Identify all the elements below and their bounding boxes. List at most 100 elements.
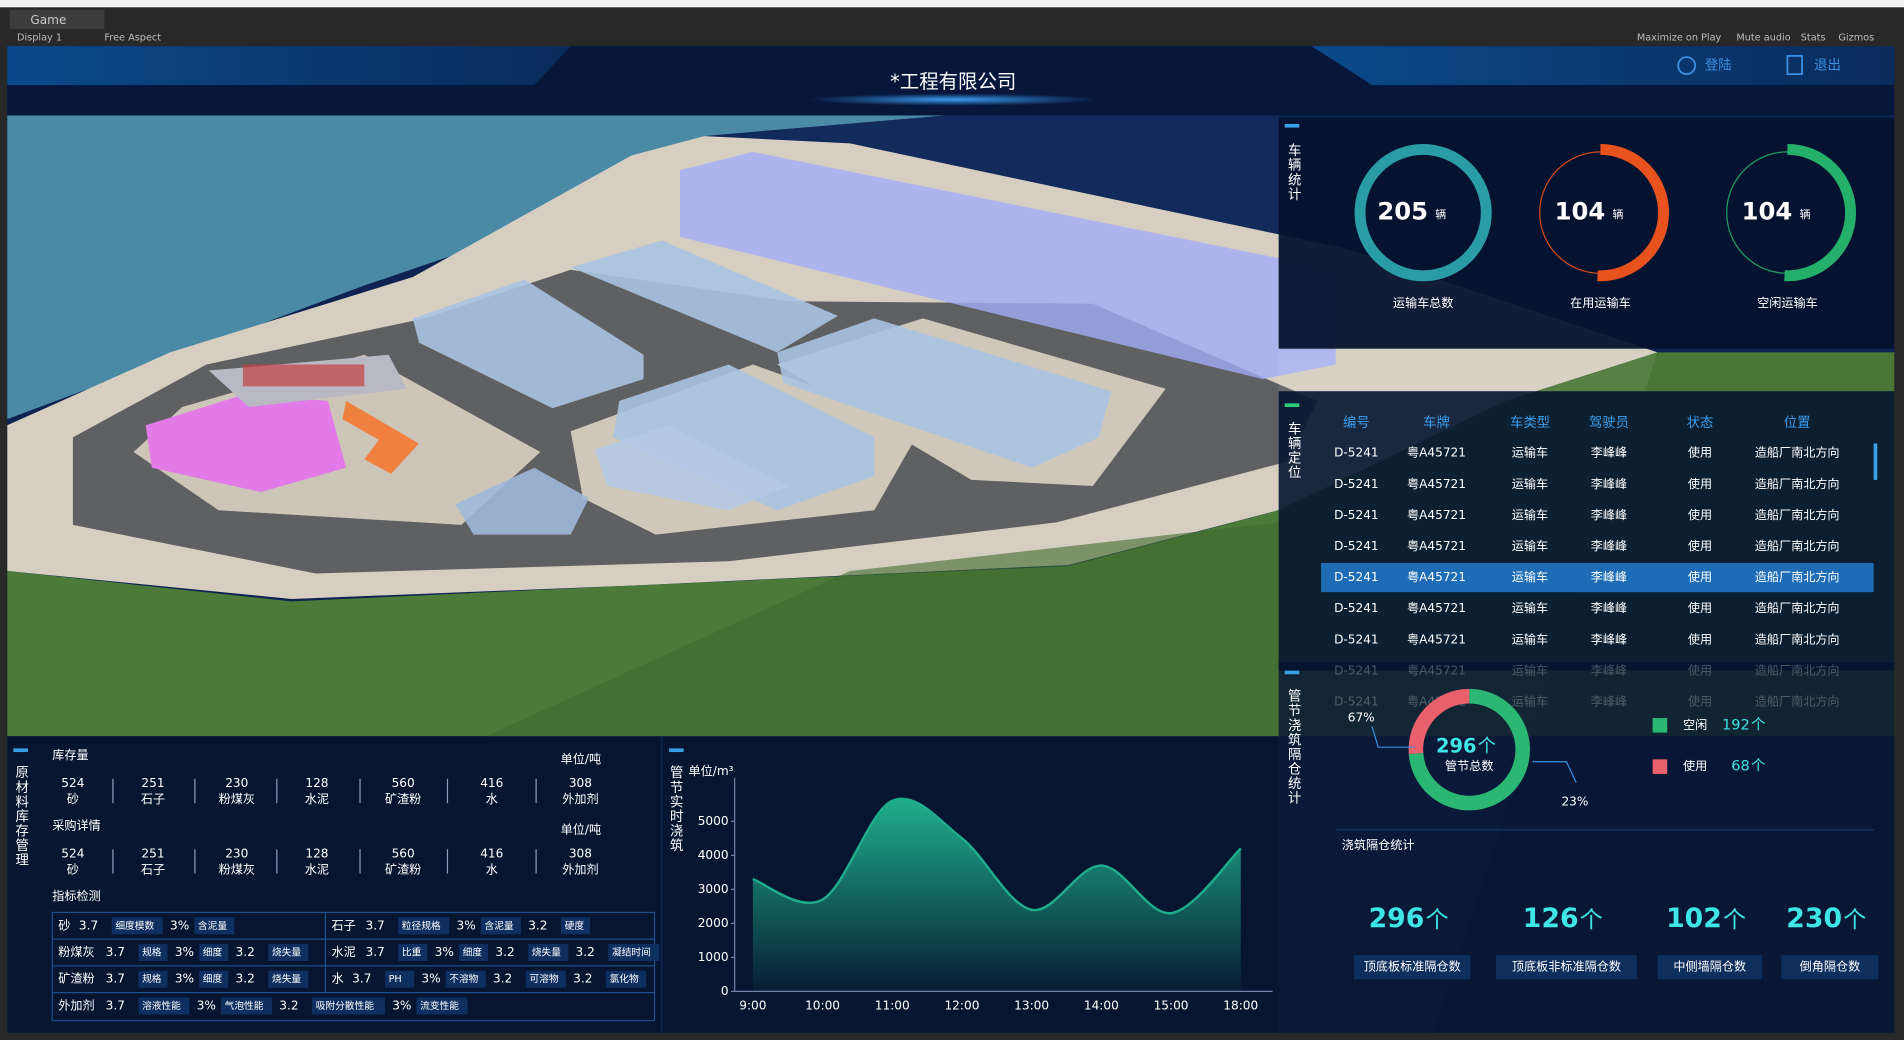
table-cell[interactable]: 造船厂南北方向: [1755, 662, 1840, 677]
table-cell[interactable]: D-5241: [1334, 477, 1379, 491]
editor-button[interactable]: Gizmos: [1838, 33, 1874, 44]
editor-button[interactable]: Stats: [1801, 33, 1826, 44]
table-cell[interactable]: 使用: [1688, 445, 1712, 460]
material-name: 水泥: [305, 792, 329, 806]
indicator-tag: [398, 944, 428, 962]
table-cell[interactable]: 使用: [1688, 507, 1712, 522]
indicator-label: 含泥量: [198, 919, 227, 932]
table-cell[interactable]: D-5241: [1334, 632, 1379, 646]
table-cell[interactable]: 粤A45721: [1407, 569, 1466, 584]
table-cell[interactable]: 运输车: [1512, 569, 1548, 584]
legend-unit: 个: [1751, 716, 1766, 733]
ring-arc: [1597, 143, 1670, 282]
table-cell[interactable]: D-5241: [1334, 601, 1379, 615]
logout-button[interactable]: 退出: [1814, 58, 1841, 74]
table-cell[interactable]: 李峰峰: [1591, 662, 1627, 677]
table-cell[interactable]: 造船厂南北方向: [1755, 476, 1840, 491]
table-cell[interactable]: 李峰峰: [1591, 631, 1627, 646]
indicator-tag: [199, 970, 229, 988]
table-cell[interactable]: 粤A45721: [1407, 662, 1466, 677]
table-cell[interactable]: 粤A45721: [1407, 445, 1466, 460]
table-cell[interactable]: 运输车: [1512, 693, 1548, 708]
table-cell[interactable]: 李峰峰: [1591, 600, 1627, 615]
aspect-select[interactable]: Free Aspect: [104, 33, 161, 44]
indicator-label: 凝结时间: [612, 946, 651, 959]
indicator-label: 氯化物: [610, 972, 639, 985]
indicator-tag: [199, 944, 229, 962]
indicator-tag: [608, 944, 660, 962]
selected-row[interactable]: [1321, 563, 1874, 593]
table-cell[interactable]: 使用: [1688, 476, 1712, 491]
table-cell[interactable]: 造船厂南北方向: [1755, 538, 1840, 553]
table-cell[interactable]: 李峰峰: [1591, 445, 1627, 460]
table-cell[interactable]: 运输车: [1512, 538, 1548, 553]
y-tick-label: 2000: [698, 916, 729, 930]
table-cell[interactable]: 李峰峰: [1591, 507, 1627, 522]
donut-label: 管节总数: [1445, 758, 1494, 773]
table-cell[interactable]: 使用: [1688, 662, 1712, 677]
legend-value: 68: [1731, 758, 1750, 775]
stat-value: 104: [1555, 197, 1606, 226]
login-button[interactable]: 登陆: [1705, 58, 1732, 74]
indicator-value: 3.2: [528, 918, 547, 932]
material-value: 560: [392, 776, 415, 790]
table-cell[interactable]: 李峰峰: [1591, 476, 1627, 491]
table-cell[interactable]: D-5241: [1334, 446, 1379, 460]
table-cell[interactable]: 李峰峰: [1591, 693, 1627, 708]
table-cell[interactable]: 造船厂南北方向: [1755, 631, 1840, 646]
indicator-value: 3.2: [236, 945, 255, 959]
indicator-label: 细度: [203, 946, 223, 959]
material-name: 砂: [67, 862, 79, 876]
table-cell[interactable]: 运输车: [1512, 631, 1548, 646]
tab-label[interactable]: Game: [30, 13, 66, 27]
logout-icon[interactable]: [1786, 54, 1803, 76]
table-cell[interactable]: 运输车: [1512, 507, 1548, 522]
indicator-label: 可溶物: [529, 972, 558, 985]
table-cell[interactable]: 粤A45721: [1407, 507, 1466, 522]
table-cell[interactable]: 运输车: [1512, 476, 1548, 491]
user-icon[interactable]: [1677, 56, 1697, 76]
table-cell[interactable]: 李峰峰: [1591, 538, 1627, 553]
table-cell[interactable]: 粤A45721: [1407, 538, 1466, 553]
table-cell[interactable]: 造船厂南北方向: [1755, 600, 1840, 615]
material-value: 416: [480, 776, 503, 790]
table-cell[interactable]: 粤A45721: [1407, 476, 1466, 491]
game-tab[interactable]: [9, 9, 105, 30]
table-cell[interactable]: 造船厂南北方向: [1755, 445, 1840, 460]
table-cell[interactable]: 李峰峰: [1591, 569, 1627, 584]
table-cell[interactable]: 造船厂南北方向: [1755, 569, 1840, 584]
table-cell[interactable]: D-5241: [1334, 663, 1379, 677]
table-cell[interactable]: D-5241: [1334, 694, 1379, 708]
x-tick-label: 11:00: [875, 998, 910, 1012]
scrollbar[interactable]: [1873, 443, 1878, 480]
table-cell[interactable]: D-5241: [1334, 539, 1379, 553]
table-cell[interactable]: 粤A45721: [1407, 600, 1466, 615]
table-cell[interactable]: D-5241: [1334, 508, 1379, 522]
table-cell[interactable]: D-5241: [1334, 570, 1379, 584]
table-cell[interactable]: 运输车: [1512, 445, 1548, 460]
display-select[interactable]: Display 1: [17, 33, 62, 44]
material-value: 308: [569, 847, 592, 861]
table-cell[interactable]: 粤A45721: [1407, 631, 1466, 646]
table-cell[interactable]: 运输车: [1512, 662, 1548, 677]
table-cell[interactable]: 造船厂南北方向: [1755, 693, 1840, 708]
panel-marker: [1284, 403, 1300, 408]
table-cell[interactable]: 造船厂南北方向: [1755, 507, 1840, 522]
count-label: 中侧墙隔仓数: [1673, 959, 1746, 974]
table-cell[interactable]: 使用: [1688, 569, 1712, 584]
area-line: [752, 797, 1242, 915]
indicator-tag: [194, 917, 235, 935]
indicator-value: 3.7: [366, 918, 385, 932]
editor-button[interactable]: Mute audio: [1736, 33, 1790, 44]
table-cell[interactable]: 使用: [1688, 600, 1712, 615]
table-cell[interactable]: 运输车: [1512, 600, 1548, 615]
table-cell[interactable]: 使用: [1688, 693, 1712, 708]
editor-button[interactable]: Maximize on Play: [1637, 33, 1722, 44]
count-label: 倒角隔仓数: [1800, 959, 1861, 974]
table-cell[interactable]: 使用: [1688, 631, 1712, 646]
indicator-tag: [605, 970, 646, 988]
leader-line: [1532, 761, 1577, 783]
header-deco: [1311, 46, 1895, 86]
table-cell[interactable]: 使用: [1688, 538, 1712, 553]
column-header: 车类型: [1510, 414, 1550, 431]
